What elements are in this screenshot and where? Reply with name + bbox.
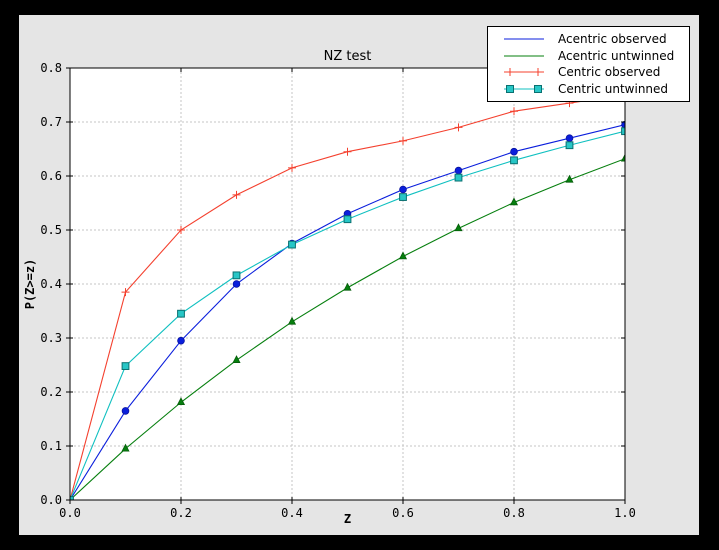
- legend-line-sample: [504, 84, 544, 93]
- legend-label: Acentric untwinned: [558, 48, 675, 63]
- legend-item: Acentric untwinned: [502, 48, 685, 65]
- legend-square-marker-icon: [534, 84, 542, 93]
- data-point-square: [232, 271, 241, 280]
- y-tick-label: 0.4: [40, 277, 62, 291]
- data-point-plus: [121, 288, 130, 297]
- legend-label: Centric observed: [558, 65, 661, 80]
- chart-title: NZ test: [323, 49, 372, 64]
- data-point-triangle: [287, 316, 297, 325]
- data-point-triangle: [509, 197, 519, 206]
- data-point-plus: [454, 123, 463, 132]
- legend-line-sample: [504, 38, 544, 40]
- data-point-square: [565, 141, 574, 150]
- data-point-plus: [510, 107, 518, 116]
- legend-label: Acentric observed: [558, 32, 667, 47]
- x-tick-label: 0.6: [392, 506, 414, 520]
- data-point-triangle: [232, 355, 241, 363]
- data-point-square: [70, 496, 74, 500]
- legend-line-sample: [504, 68, 544, 77]
- legend-item: Acentric observed: [502, 31, 685, 48]
- legend-plus-marker-icon: [506, 68, 514, 77]
- data-point-plus: [343, 147, 352, 156]
- data-point-triangle: [343, 282, 352, 291]
- y-tick-label: 0.6: [40, 169, 62, 183]
- data-point-circle: [399, 185, 407, 194]
- y-tick-label: 0.1: [40, 439, 62, 453]
- data-point-circle: [510, 147, 518, 156]
- y-tick-label: 0.8: [40, 61, 62, 75]
- data-point-circle: [232, 280, 241, 288]
- data-point-square: [510, 156, 518, 165]
- y-tick-label: 0.0: [40, 493, 62, 507]
- data-point-triangle: [398, 251, 408, 260]
- legend-line-sample: [504, 55, 544, 57]
- y-tick-label: 0.2: [40, 385, 62, 399]
- matplotlib-figure: 0.0 0.2 0.4 0.6 0.8 1.0 0.0 0.1 0.2 0.3 0.4 0.5 0.6 0…: [19, 15, 699, 535]
- data-point-circle: [565, 134, 574, 142]
- data-point-triangle: [620, 153, 625, 162]
- x-tick-label: 0.0: [59, 506, 81, 520]
- data-point-circle: [454, 166, 463, 175]
- legend-item: Centric observed: [502, 64, 685, 81]
- data-point-triangle: [121, 443, 130, 452]
- data-point-circle: [177, 336, 185, 345]
- data-point-plus: [399, 136, 407, 145]
- data-point-square: [121, 362, 130, 370]
- legend-square-marker-icon: [506, 84, 514, 93]
- data-point-square: [399, 193, 407, 201]
- x-axis-label: Z: [343, 512, 352, 526]
- data-point-square: [454, 173, 463, 182]
- legend-label: Centric untwinned: [558, 81, 669, 96]
- y-tick-label: 0.5: [40, 223, 62, 237]
- legend-item: Centric untwinned: [502, 81, 685, 98]
- data-point-triangle: [176, 397, 186, 406]
- data-point-circle: [121, 407, 130, 415]
- data-point-square: [343, 215, 352, 224]
- data-point-plus: [177, 226, 185, 234]
- y-axis-label: P(Z>=z): [23, 258, 37, 310]
- plot-canvas: 0.0 0.2 0.4 0.6 0.8 1.0 0.0 0.1 0.2 0.3 0.4 0.5 0.6 0…: [40, 61, 636, 520]
- x-tick-label: 1.0: [614, 506, 636, 520]
- data-point-triangle: [454, 223, 463, 232]
- x-tick-label: 0.8: [503, 506, 525, 520]
- data-point-plus: [288, 163, 296, 172]
- data-point-square: [177, 309, 185, 318]
- data-point-plus: [232, 190, 241, 199]
- series-centric-untwinned: [70, 127, 625, 500]
- legend-plus-marker-icon: [534, 68, 542, 77]
- data-point-square: [288, 240, 296, 249]
- y-tick-label: 0.3: [40, 331, 62, 345]
- data-point-triangle: [565, 174, 574, 183]
- legend: Acentric observed Acentric untwinned Centr…: [487, 26, 690, 102]
- x-tick-label: 0.2: [170, 506, 192, 520]
- y-tick-label: 0.7: [40, 115, 62, 129]
- x-tick-label: 0.4: [281, 506, 303, 520]
